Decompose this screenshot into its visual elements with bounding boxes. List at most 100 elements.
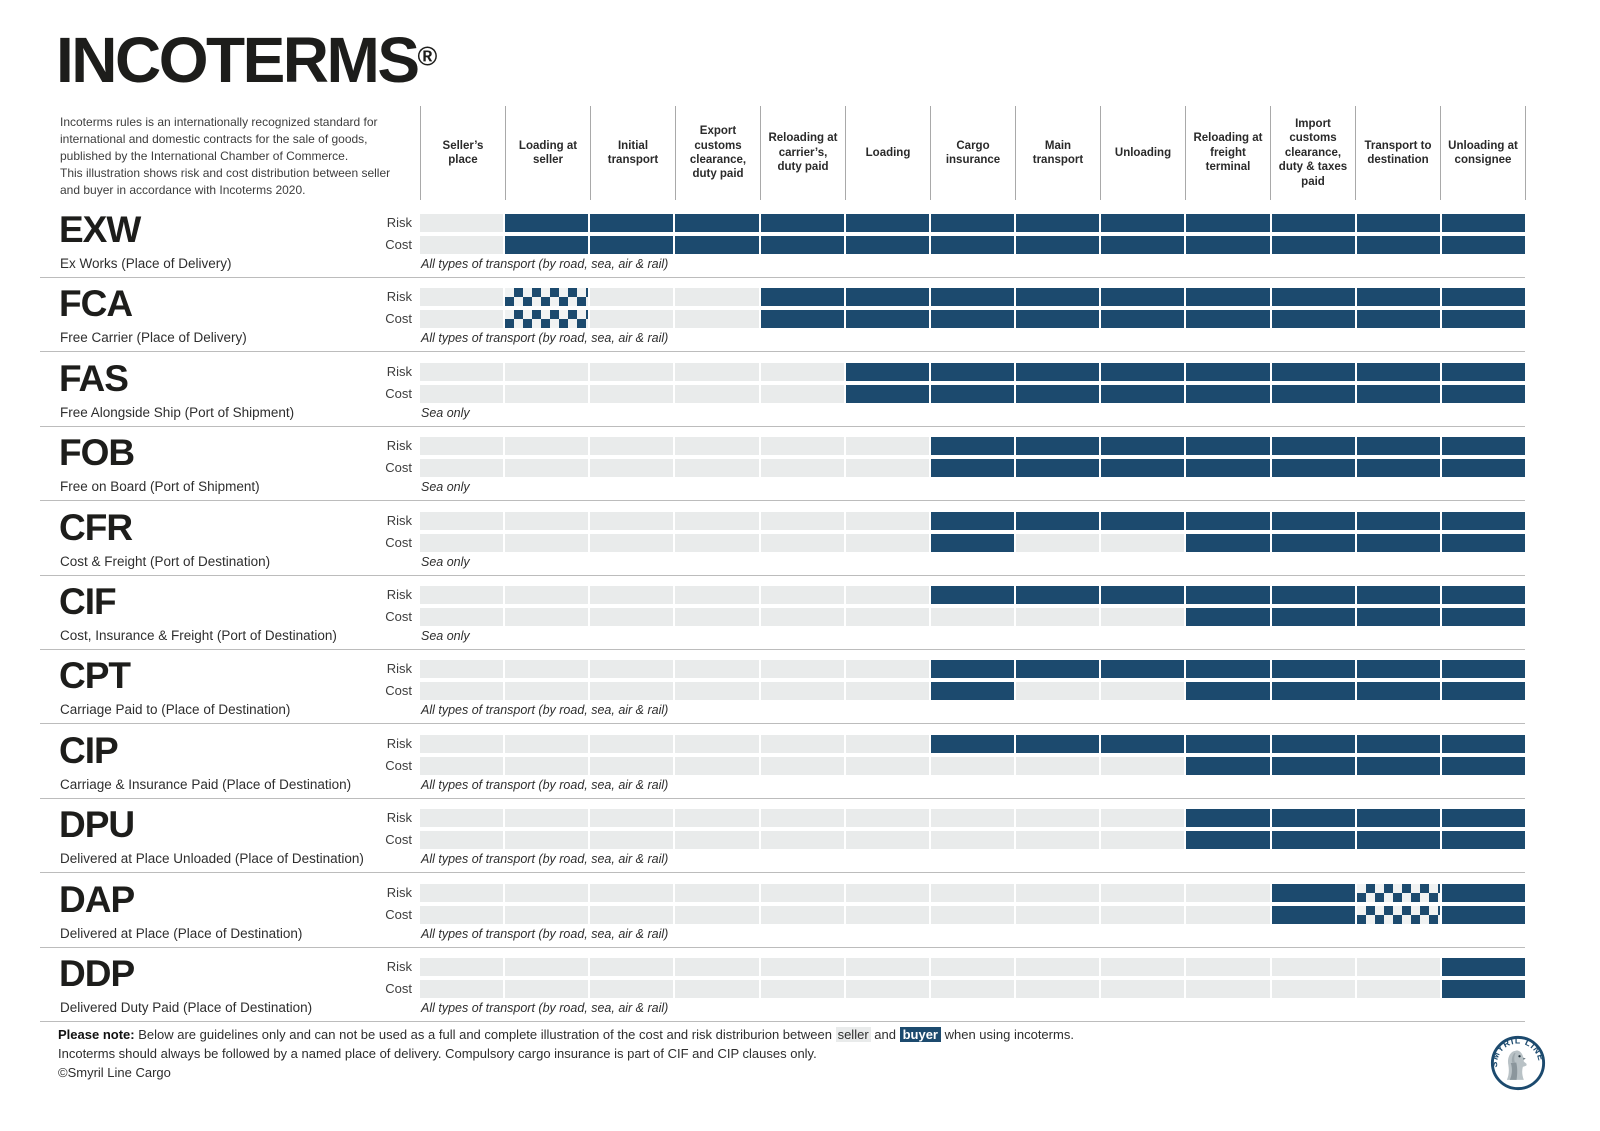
cell-buyer [1016, 214, 1100, 232]
cost-label: Cost [385, 609, 412, 624]
cell-seller [845, 437, 929, 456]
cell-seller [760, 809, 844, 828]
cell-seller [930, 831, 1015, 850]
cell-seller [675, 459, 759, 478]
cell-buyer [1016, 660, 1100, 679]
cell-seller [760, 533, 844, 552]
cell-buyer [1441, 362, 1525, 381]
cell-buyer [930, 384, 1015, 403]
risk-bar [420, 958, 1525, 976]
cell-seller [420, 214, 504, 232]
cell-seller [1016, 809, 1100, 828]
cell-buyer [1356, 214, 1440, 232]
cell-seller [845, 511, 929, 530]
risk-bar [420, 437, 1525, 456]
risk-bar [420, 288, 1525, 307]
cell-seller [845, 905, 929, 924]
transport-caption: Sea only [421, 405, 470, 420]
cell-seller [930, 883, 1015, 902]
cell-seller [930, 905, 1015, 924]
cell-seller [675, 809, 759, 828]
column-header: Loading at seller [505, 106, 590, 200]
cell-seller [675, 958, 759, 976]
cell-buyer [930, 660, 1015, 679]
cell-seller [845, 809, 929, 828]
cell-buyer [930, 459, 1015, 478]
cell-seller [1101, 533, 1185, 552]
registered-trademark-mark: ® [417, 41, 438, 72]
cell-buyer [1186, 288, 1270, 307]
cost-bar [420, 459, 1525, 478]
cell-seller [1101, 905, 1185, 924]
cell-buyer [1186, 310, 1270, 329]
cell-seller [590, 511, 674, 530]
cell-buyer [930, 511, 1015, 530]
cell-buyer [1101, 362, 1185, 381]
cell-seller [420, 236, 504, 254]
cell-buyer [1271, 905, 1355, 924]
cell-buyer [1101, 236, 1185, 254]
cell-seller [420, 511, 504, 530]
cell-seller [760, 384, 844, 403]
cell-buyer [1186, 831, 1270, 850]
cell-either [1356, 905, 1440, 924]
cell-buyer [1356, 288, 1440, 307]
cell-seller [760, 905, 844, 924]
cell-buyer [505, 236, 589, 254]
row-divider [40, 872, 1525, 874]
transport-caption: All types of transport (by road, sea, ai… [421, 777, 669, 792]
cell-seller [590, 883, 674, 902]
cell-seller [760, 756, 844, 775]
cell-seller [420, 459, 504, 478]
risk-label: Risk [386, 587, 412, 602]
cell-either [505, 288, 589, 307]
cell-buyer [1101, 660, 1185, 679]
cell-buyer [1356, 586, 1440, 604]
copyright-line: ©Smyril Line Cargo [58, 1064, 171, 1080]
footer-note: Please note: Below are guidelines only a… [58, 1026, 1158, 1083]
cell-buyer [590, 236, 674, 254]
term-code: CFR [59, 506, 133, 548]
cost-bar [420, 831, 1525, 850]
cell-seller [590, 980, 674, 998]
transport-caption: Sea only [421, 629, 470, 643]
cell-seller [1271, 980, 1355, 998]
risk-label: Risk [386, 810, 412, 826]
cell-seller [505, 734, 589, 753]
cell-seller [675, 980, 759, 998]
cell-buyer [1441, 831, 1525, 850]
risk-bar [420, 362, 1525, 381]
cell-buyer [1016, 437, 1100, 456]
term-code: CPT [59, 655, 131, 697]
cell-buyer [1441, 310, 1525, 329]
cost-label: Cost [385, 385, 412, 401]
cell-buyer [1186, 362, 1270, 381]
cell-seller [1016, 958, 1100, 976]
cell-seller [1016, 883, 1100, 902]
term-name: Cost, Insurance & Freight (Port of Desti… [60, 628, 337, 643]
cell-seller [760, 459, 844, 478]
cell-seller [420, 883, 504, 902]
row-divider [40, 425, 1525, 427]
cell-seller [420, 384, 504, 403]
cell-seller [505, 660, 589, 679]
term-code: CIP [59, 729, 119, 771]
cost-label: Cost [385, 906, 412, 922]
cell-buyer [1441, 437, 1525, 456]
cell-seller [930, 756, 1015, 775]
cell-seller [420, 586, 504, 604]
term-code: EXW [59, 209, 141, 250]
cost-bar [420, 608, 1525, 626]
cell-seller [505, 980, 589, 998]
cell-seller [845, 586, 929, 604]
incoterm-row: CFR Cost & Freight (Port of Destination)… [0, 507, 1600, 587]
cost-label: Cost [385, 311, 412, 327]
cell-buyer [590, 214, 674, 232]
cell-seller [590, 958, 674, 976]
cost-label: Cost [385, 981, 412, 996]
cell-buyer [845, 236, 929, 254]
term-code: FCA [59, 283, 133, 325]
cell-buyer [930, 236, 1015, 254]
cell-seller [675, 734, 759, 753]
cell-buyer [1016, 586, 1100, 604]
